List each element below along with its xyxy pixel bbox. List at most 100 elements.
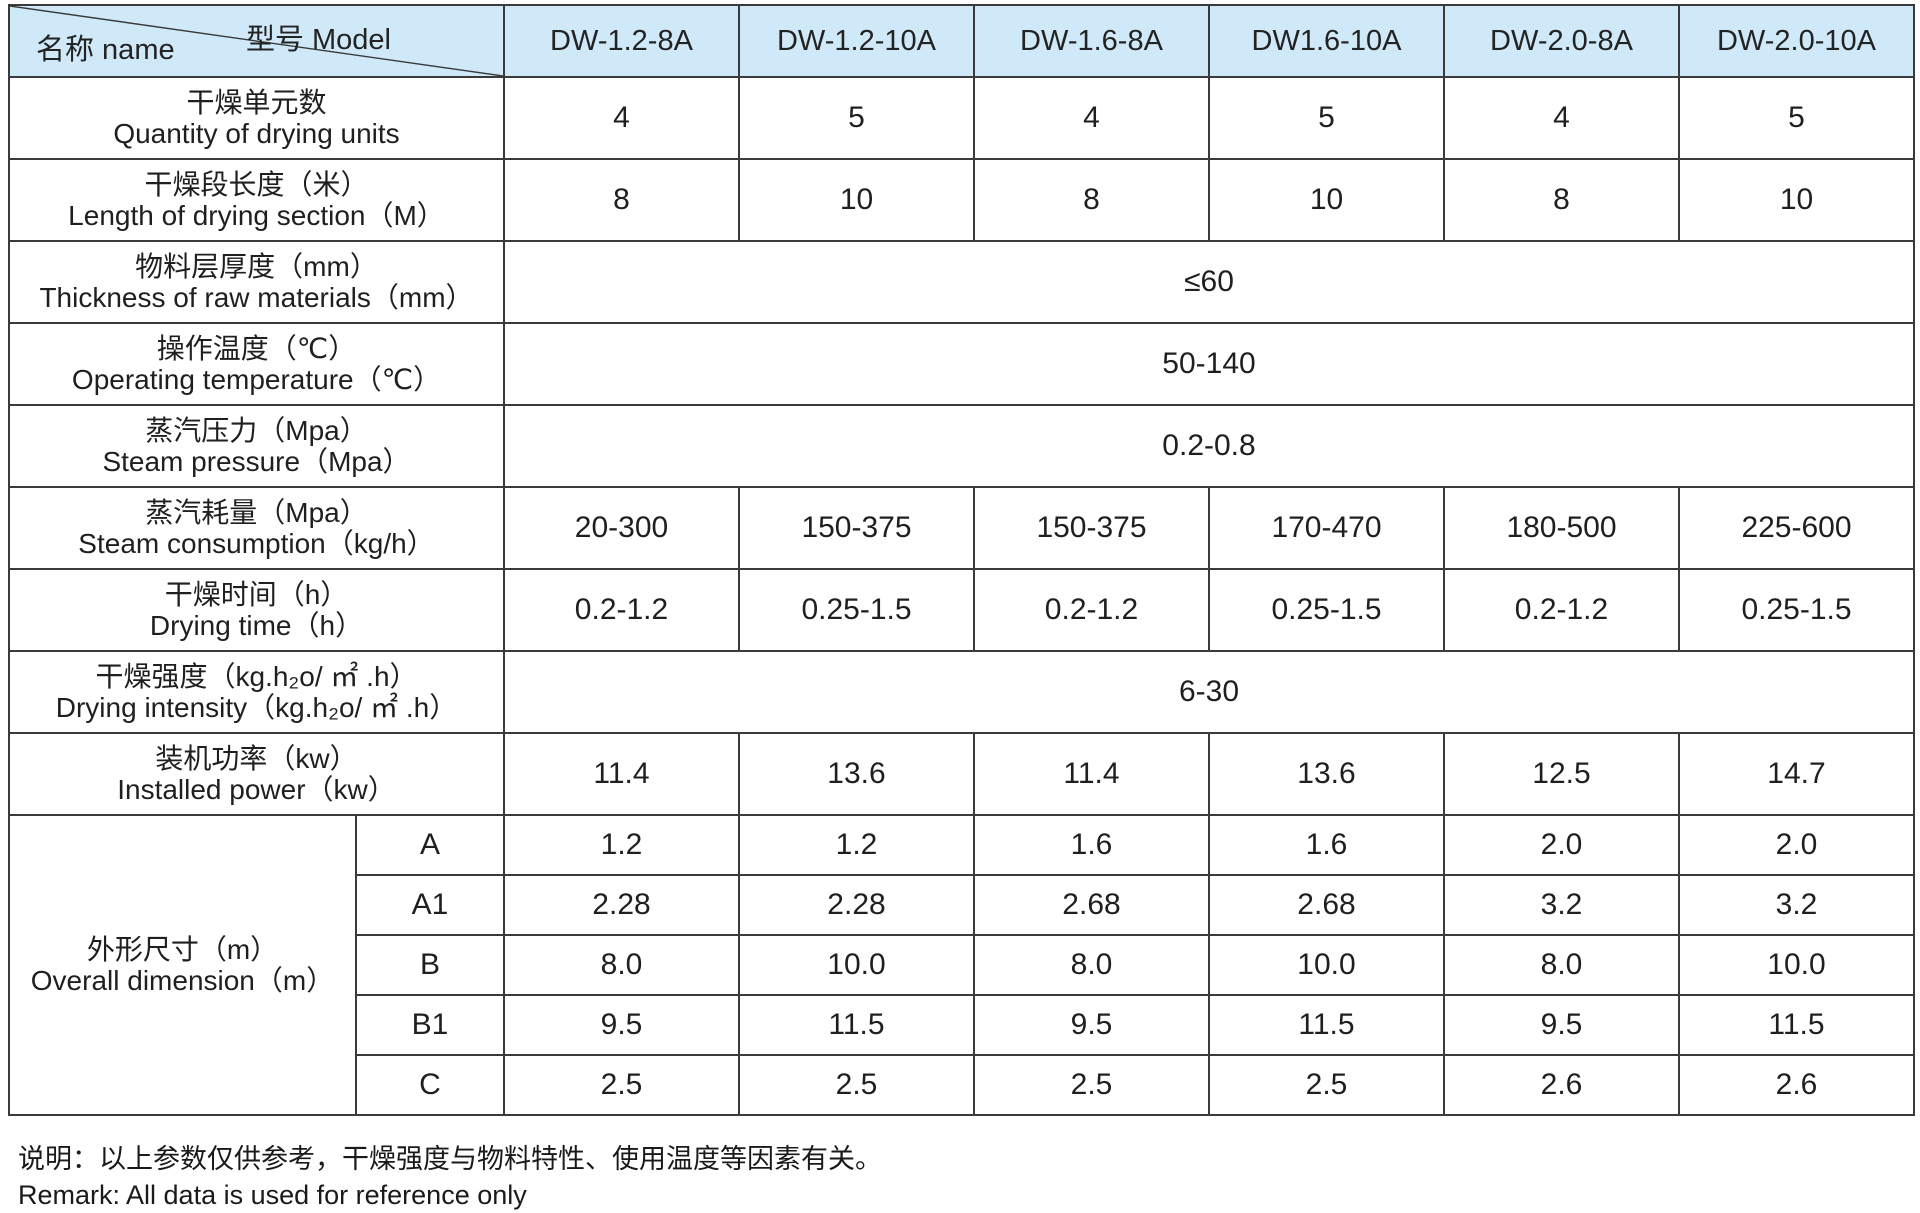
remark-en: Remark: All data is used for reference o… [18, 1179, 527, 1210]
row-label: 干燥单元数 Quantity of drying units [8, 76, 505, 160]
value-cell: 8 [973, 158, 1210, 242]
value-cell: 2.5 [503, 1054, 740, 1116]
value-cell: 4 [973, 76, 1210, 160]
value-cell: 3.2 [1443, 874, 1680, 936]
value-cell: 0.25-1.5 [1208, 568, 1445, 652]
table-row: 蒸汽耗量（Mpa） Steam consumption（kg/h） 20-300… [8, 486, 1915, 570]
dimension-sub-label: B1 [355, 994, 505, 1056]
value-cell: 8 [1443, 158, 1680, 242]
row-label: 干燥时间（h） Drying time（h） [8, 568, 505, 652]
value-cell: 12.5 [1443, 732, 1680, 816]
value-cell: 4 [503, 76, 740, 160]
dimension-sub-label: A [355, 814, 505, 876]
remarks: 说明：以上参数仅供参考，干燥强度与物料特性、使用温度等因素有关。 Remark:… [8, 1142, 1914, 1213]
table-row: 外形尺寸（m） Overall dimension（m） A 1.2 1.2 1… [8, 814, 1915, 1116]
value-cell: 11.5 [1678, 994, 1915, 1056]
value-cell: 1.6 [973, 814, 1210, 876]
value-cell: 8.0 [973, 934, 1210, 996]
value-cell: 0.2-1.2 [1443, 568, 1680, 652]
value-cell: 11.5 [1208, 994, 1445, 1056]
value-cell: 0.25-1.5 [738, 568, 975, 652]
model-header: DW-2.0-10A [1678, 4, 1915, 78]
corner-cell: 型号 Model 名称 name [8, 4, 505, 78]
value-cell: 1.2 [738, 814, 975, 876]
model-header: DW1.6-10A [1208, 4, 1445, 78]
table-row: 操作温度（℃） Operating temperature（℃） 50-140 [8, 322, 1915, 406]
table-row: A1 2.28 2.28 2.68 2.68 3.2 3.2 [9, 874, 1915, 936]
dimension-sub-label: A1 [355, 874, 505, 936]
value-cell: 2.28 [738, 874, 975, 936]
dimension-sub-label: B [355, 934, 505, 996]
remark-zh: 说明：以上参数仅供参考，干燥强度与物料特性、使用温度等因素有关。 [18, 1144, 882, 1174]
row-label: 装机功率（kw） Installed power（kw） [8, 732, 505, 816]
model-header: DW-2.0-8A [1443, 4, 1680, 78]
corner-name-label: 名称 name [36, 34, 175, 66]
value-cell: 1.6 [1208, 814, 1445, 876]
value-cell: 20-300 [503, 486, 740, 570]
value-cell: 0.25-1.5 [1678, 568, 1915, 652]
value-cell: 2.68 [973, 874, 1210, 936]
dimension-row-label: 外形尺寸（m） Overall dimension（m） [8, 814, 357, 1116]
value-cell: 2.6 [1443, 1054, 1680, 1116]
dimension-sub-label: C [355, 1054, 505, 1116]
value-cell: 8.0 [503, 934, 740, 996]
value-cell: 2.5 [738, 1054, 975, 1116]
value-cell: 13.6 [738, 732, 975, 816]
value-cell: 150-375 [973, 486, 1210, 570]
value-cell: 2.68 [1208, 874, 1445, 936]
table-row: 干燥强度（kg.h₂o/ ㎡ .h） Drying intensity（kg.h… [8, 650, 1915, 734]
value-cell: 0.2-1.2 [503, 568, 740, 652]
value-cell: 10 [1208, 158, 1445, 242]
span-value-cell: 0.2-0.8 [503, 404, 1915, 488]
table-row: C 2.5 2.5 2.5 2.5 2.6 2.6 [9, 1054, 1915, 1116]
span-value-cell: 50-140 [503, 322, 1915, 406]
value-cell: 10 [738, 158, 975, 242]
row-label: 干燥强度（kg.h₂o/ ㎡ .h） Drying intensity（kg.h… [8, 650, 505, 734]
value-cell: 4 [1443, 76, 1680, 160]
model-header: DW-1.6-8A [973, 4, 1210, 78]
value-cell: 11.4 [503, 732, 740, 816]
value-cell: 11.4 [973, 732, 1210, 816]
diagonal-divider [10, 6, 503, 76]
value-cell: 150-375 [738, 486, 975, 570]
row-label: 操作温度（℃） Operating temperature（℃） [8, 322, 505, 406]
value-cell: 9.5 [1443, 994, 1680, 1056]
value-cell: 0.2-1.2 [973, 568, 1210, 652]
value-cell: 10 [1678, 158, 1915, 242]
value-cell: 10.0 [1678, 934, 1915, 996]
table-row: 蒸汽压力（Mpa） Steam pressure（Mpa） 0.2-0.8 [8, 404, 1915, 488]
row-label: 物料层厚度（mm） Thickness of raw materials（mm） [8, 240, 505, 324]
dryer-spec-table: 型号 Model 名称 name DW-1.2-8A DW-1.2-10A DW… [8, 4, 1915, 1116]
value-cell: 9.5 [503, 994, 740, 1056]
table-row: 干燥段长度（米） Length of drying section（M） 8 1… [8, 158, 1915, 242]
value-cell: 5 [1678, 76, 1915, 160]
table-row: B1 9.5 11.5 9.5 11.5 9.5 11.5 [9, 994, 1915, 1056]
value-cell: 2.28 [503, 874, 740, 936]
table-row: 装机功率（kw） Installed power（kw） 11.4 13.6 1… [8, 732, 1915, 816]
value-cell: 10.0 [1208, 934, 1445, 996]
value-cell: 2.5 [1208, 1054, 1445, 1116]
value-cell: 8.0 [1443, 934, 1680, 996]
header-row: 型号 Model 名称 name DW-1.2-8A DW-1.2-10A DW… [8, 4, 1915, 78]
row-label: 干燥段长度（米） Length of drying section（M） [8, 158, 505, 242]
value-cell: 170-470 [1208, 486, 1445, 570]
table-row: 干燥单元数 Quantity of drying units 4 5 4 5 4… [8, 76, 1915, 160]
value-cell: 2.0 [1678, 814, 1915, 876]
value-cell: 2.6 [1678, 1054, 1915, 1116]
value-cell: 5 [738, 76, 975, 160]
value-cell: 180-500 [1443, 486, 1680, 570]
value-cell: 14.7 [1678, 732, 1915, 816]
corner-model-label: 型号 Model [245, 24, 391, 56]
value-cell: 9.5 [973, 994, 1210, 1056]
value-cell: 5 [1208, 76, 1445, 160]
table-row: 物料层厚度（mm） Thickness of raw materials（mm）… [8, 240, 1915, 324]
span-value-cell: 6-30 [503, 650, 1915, 734]
value-cell: 225-600 [1678, 486, 1915, 570]
value-cell: 1.2 [503, 814, 740, 876]
table-row: 干燥时间（h） Drying time（h） 0.2-1.2 0.25-1.5 … [8, 568, 1915, 652]
value-cell: 2.0 [1443, 814, 1680, 876]
span-value-cell: ≤60 [503, 240, 1915, 324]
model-header: DW-1.2-10A [738, 4, 975, 78]
value-cell: 11.5 [738, 994, 975, 1056]
